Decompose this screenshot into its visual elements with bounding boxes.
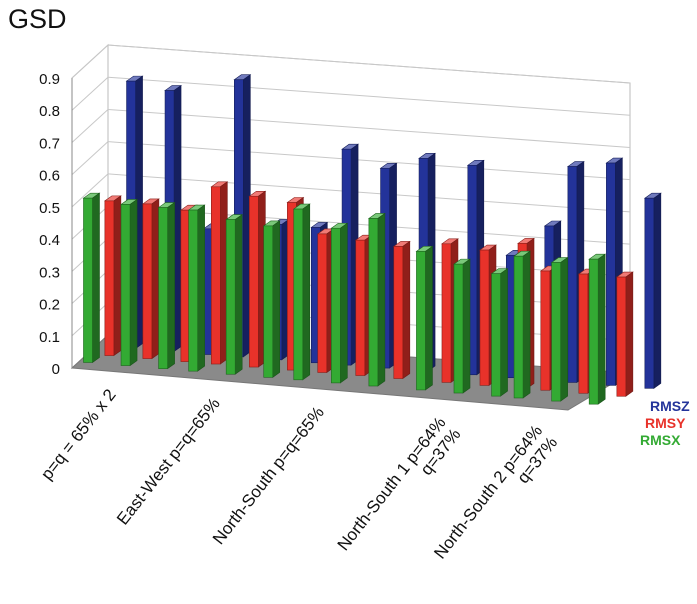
- bar-rmsx: [368, 218, 379, 387]
- bar-side: [197, 204, 205, 372]
- bar-rmsy: [393, 246, 404, 379]
- gridline-side: [71, 173, 109, 208]
- gridline-side: [71, 141, 109, 176]
- bar-side: [129, 198, 138, 367]
- bar-rmsy: [211, 186, 221, 365]
- bar-rmsx: [158, 207, 168, 369]
- bar-side: [151, 198, 160, 360]
- bar-side: [113, 195, 122, 357]
- gridline: [107, 76, 631, 116]
- bar-side: [625, 271, 634, 397]
- gridline-side: [71, 44, 109, 79]
- gridline-side: [71, 76, 109, 111]
- bar-rmsy: [441, 243, 452, 383]
- bar-rmsx: [491, 273, 501, 397]
- bar-side: [402, 240, 411, 380]
- gridline: [107, 173, 631, 213]
- legend-label-rmsx: RMSX: [640, 432, 681, 448]
- x-category-label: North-South p=q=65%: [209, 403, 328, 548]
- x-category-label: East-West p=q=65%: [113, 394, 224, 528]
- bar-side: [173, 84, 182, 353]
- legend-label-rmsy: RMSY: [645, 415, 686, 431]
- bar-rmsy: [249, 195, 259, 368]
- chart-title: GSD: [8, 4, 67, 34]
- y-tick-label: 0: [52, 361, 60, 378]
- bar-side: [302, 203, 311, 381]
- bar-rmsz: [606, 162, 616, 386]
- bar-side: [234, 213, 243, 375]
- y-tick-label: 0.5: [39, 200, 60, 217]
- bar-rmsy: [578, 273, 589, 394]
- y-tick-label: 0.8: [39, 103, 60, 120]
- x-category-label-line: p=q = 65% x 2: [37, 385, 119, 483]
- bar-side: [92, 192, 100, 364]
- legend-label-rmsz: RMSZ: [650, 398, 690, 414]
- y-tick-label: 0.2: [39, 297, 60, 314]
- y-tick-label: 0.4: [39, 232, 60, 249]
- bar-side: [377, 212, 386, 387]
- bar-side: [425, 245, 433, 391]
- y-tick-label: 0.9: [39, 71, 60, 88]
- bar-rmsx: [331, 227, 341, 384]
- bar-rmsx: [120, 204, 131, 366]
- bar-rmsz: [644, 197, 655, 389]
- bar-rmsx: [293, 208, 304, 381]
- bar-side: [653, 192, 662, 389]
- bar-rmsy: [540, 270, 551, 391]
- x-category-label-line: East-West p=q=65%: [113, 394, 224, 528]
- bar-rmsx: [453, 263, 464, 394]
- bar-rmsy: [355, 239, 366, 376]
- bar-side: [522, 250, 531, 399]
- bar-rmsy: [479, 249, 490, 386]
- bar-rmsy: [616, 276, 627, 397]
- y-tick-label: 0.1: [39, 329, 60, 346]
- bar-rmsy: [104, 200, 115, 356]
- bar-rmsx: [83, 197, 93, 363]
- bar-rmsx: [225, 219, 236, 375]
- bar-rmsx: [188, 209, 198, 372]
- bar-rmsx: [263, 225, 274, 378]
- bar-rmsx: [551, 262, 561, 402]
- x-category-label-line: North-South p=q=65%: [209, 403, 328, 548]
- gridline: [107, 141, 631, 181]
- bar-side: [500, 268, 508, 397]
- gridline: [107, 44, 631, 84]
- gridline: [107, 108, 631, 148]
- bar-rmsy: [317, 233, 328, 373]
- bar-rmsy: [142, 203, 153, 359]
- x-category-label: p=q = 65% x 2: [37, 385, 119, 483]
- y-tick-label: 0.7: [39, 135, 60, 152]
- bar-rmsz: [567, 166, 578, 383]
- bar-side: [462, 258, 471, 394]
- bar-side: [340, 222, 348, 384]
- bar-side: [167, 201, 175, 370]
- x-category-label-line: North-South 1 p=64%: [334, 413, 450, 554]
- bar-rmsx: [513, 255, 524, 399]
- gridline-side: [71, 109, 109, 143]
- y-tick-label: 0.6: [39, 168, 60, 185]
- y-tick-label: 0.3: [39, 264, 60, 281]
- bar-rmsx: [416, 251, 426, 391]
- bar-side: [272, 220, 281, 378]
- bar-side: [597, 253, 606, 405]
- bar-rmsx: [588, 258, 599, 405]
- bar-side: [560, 256, 568, 402]
